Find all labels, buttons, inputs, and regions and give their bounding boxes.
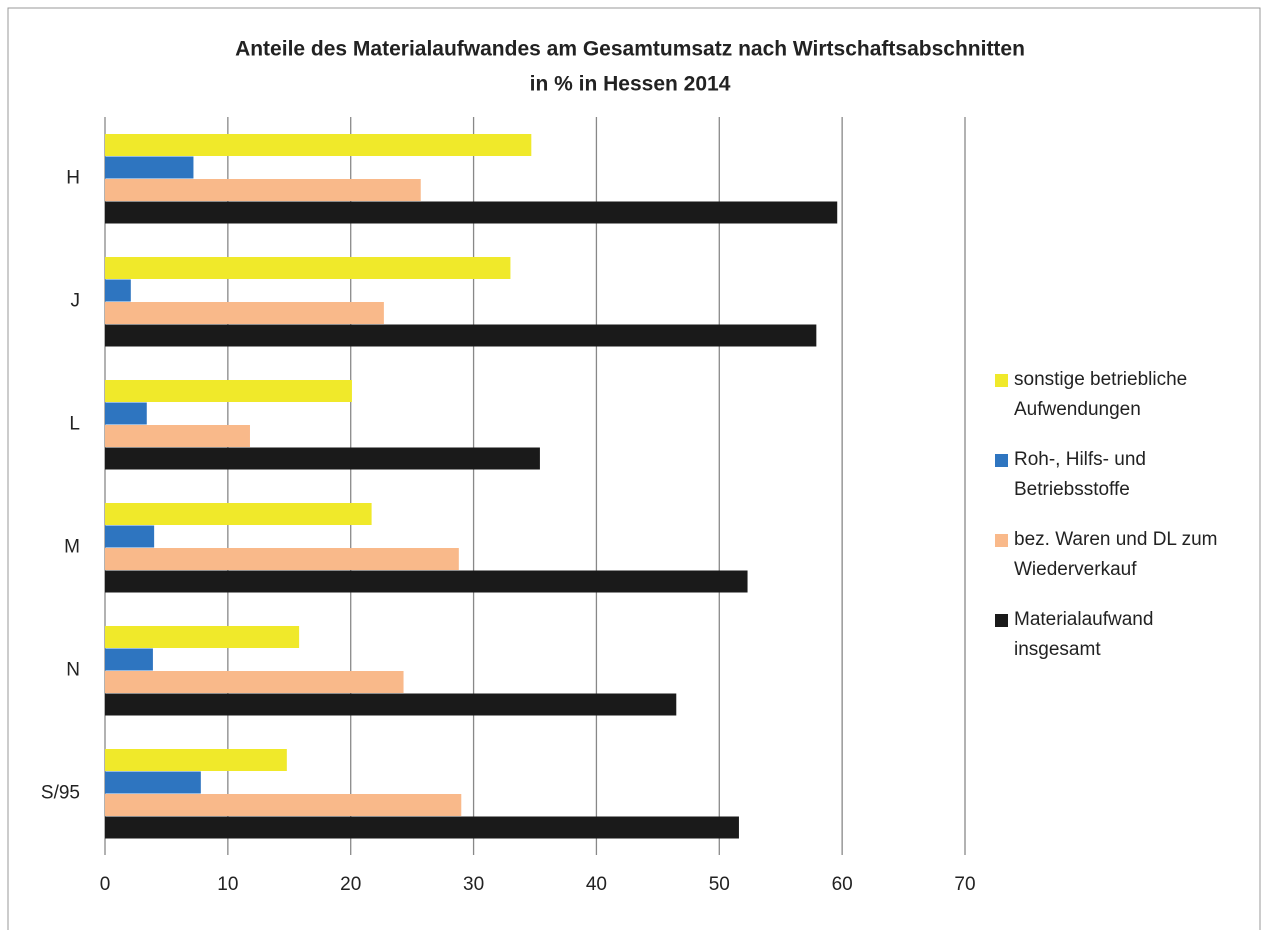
bar xyxy=(105,257,511,279)
bar xyxy=(105,179,421,201)
legend-label: Roh-, Hilfs- und Betriebsstoffe xyxy=(1014,449,1146,500)
bar xyxy=(105,749,287,771)
bar xyxy=(105,525,155,548)
bar xyxy=(105,794,462,816)
bar xyxy=(105,648,153,671)
x-tick-label: 40 xyxy=(586,874,607,895)
x-tick-label: 20 xyxy=(340,874,361,895)
bar xyxy=(105,503,372,525)
bar xyxy=(105,156,194,179)
legend-label: sonstige betriebliche Aufwendungen xyxy=(1014,369,1188,420)
bar xyxy=(105,380,352,402)
legend-label: bez. Waren und DL zum Wiederverkauf xyxy=(1014,529,1218,580)
bar xyxy=(105,447,540,470)
chart-border xyxy=(7,7,1261,930)
x-tick-label: 50 xyxy=(709,874,730,895)
bar xyxy=(105,816,739,839)
bar xyxy=(105,302,384,324)
legend-swatch xyxy=(995,454,1008,467)
chart-title: in % in Hessen 2014 xyxy=(530,73,731,96)
y-tick-label: S/95 xyxy=(41,783,80,804)
bar xyxy=(105,279,131,302)
legend-swatch xyxy=(995,614,1008,627)
y-tick-label: J xyxy=(71,291,81,312)
bar xyxy=(105,671,404,693)
legend-swatch xyxy=(995,374,1008,387)
x-tick-label: 0 xyxy=(100,874,111,895)
bar xyxy=(105,771,201,794)
bar xyxy=(105,134,532,156)
bar xyxy=(105,626,300,648)
legend-item: Materialaufwand insgesamt xyxy=(995,605,1245,685)
chart-title: Anteile des Materialaufwandes am Gesamtu… xyxy=(235,38,1025,61)
bar xyxy=(105,402,147,425)
bar xyxy=(105,425,250,447)
x-tick-label: 70 xyxy=(954,874,975,895)
x-tick-label: 10 xyxy=(217,874,238,895)
legend: sonstige betriebliche Aufwendungen Roh-, … xyxy=(995,365,1245,685)
y-tick-label: N xyxy=(66,660,80,681)
bar xyxy=(105,693,677,716)
legend-item: bez. Waren und DL zum Wiederverkauf xyxy=(995,525,1245,605)
bar xyxy=(105,201,838,224)
bar xyxy=(105,570,748,593)
x-tick-label: 30 xyxy=(463,874,484,895)
legend-item: Roh-, Hilfs- und Betriebsstoffe xyxy=(995,445,1245,525)
x-tick-label: 60 xyxy=(832,874,853,895)
legend-label: Materialaufwand insgesamt xyxy=(1014,609,1154,660)
bar xyxy=(105,548,459,570)
bar xyxy=(105,324,817,347)
y-tick-label: H xyxy=(66,168,80,189)
y-tick-label: M xyxy=(64,537,80,558)
legend-swatch xyxy=(995,534,1008,547)
legend-item: sonstige betriebliche Aufwendungen xyxy=(995,365,1245,445)
y-tick-label: L xyxy=(69,414,80,435)
